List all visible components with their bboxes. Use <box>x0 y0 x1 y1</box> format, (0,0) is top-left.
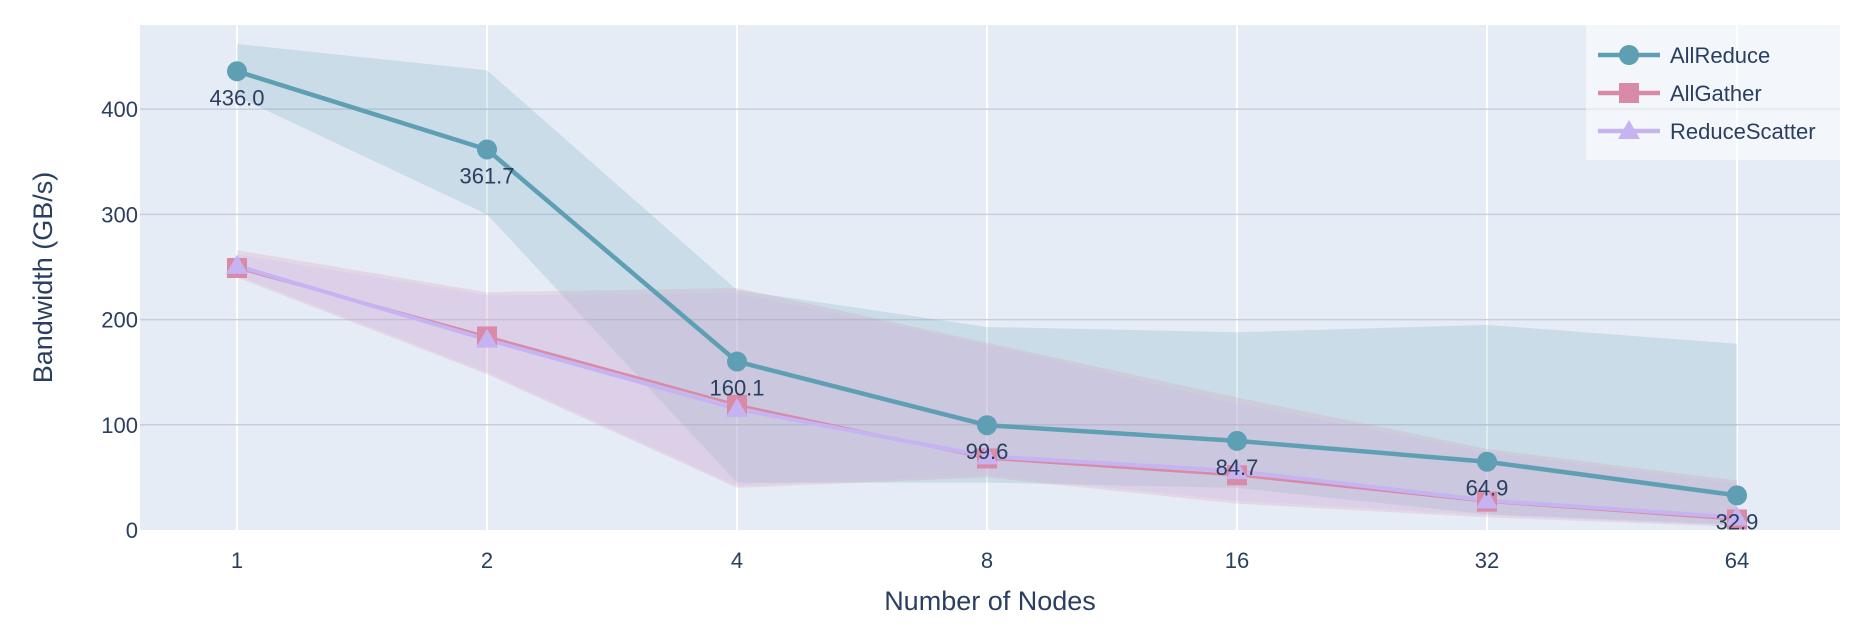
data-label: 160.1 <box>709 376 764 401</box>
y-tick-label: 200 <box>101 308 138 333</box>
point-allreduce <box>727 351 747 372</box>
point-reducescatter <box>476 328 498 348</box>
point-allreduce <box>1727 485 1747 506</box>
data-labels: 436.0 361.7 160.1 99.6 84.7 64.9 32.9 <box>209 85 1758 534</box>
data-label: 84.7 <box>1216 455 1259 480</box>
data-label: 361.7 <box>459 163 514 188</box>
x-axis-ticks: 1 2 4 8 16 32 64 <box>231 548 1749 573</box>
data-label: 99.6 <box>966 439 1009 464</box>
point-reducescatter <box>976 445 998 465</box>
x-tick-label: 4 <box>731 548 743 573</box>
series-markers <box>226 61 1748 530</box>
x-axis-title: Number of Nodes <box>884 586 1096 616</box>
y-tick-label: 0 <box>126 518 138 543</box>
y-axis-ticks: 0 100 200 300 400 <box>101 97 138 543</box>
point-reducescatter <box>1226 460 1248 480</box>
y-tick-label: 300 <box>101 202 138 227</box>
x-tick-label: 32 <box>1475 548 1499 573</box>
x-tick-label: 16 <box>1225 548 1249 573</box>
legend-item-reducescatter: ReduceScatter <box>1670 119 1816 144</box>
band-allgather <box>237 250 1737 527</box>
point-reducescatter <box>726 398 748 418</box>
point-reducescatter <box>226 254 248 274</box>
data-label: 436.0 <box>209 85 264 110</box>
y-axis-title: Bandwidth (GB/s) <box>28 172 58 384</box>
x-tick-label: 2 <box>481 548 493 573</box>
point-allreduce <box>977 415 997 436</box>
legend-item-allreduce: AllReduce <box>1670 43 1770 68</box>
legend[interactable]: AllReduce AllGather ReduceScatter <box>1586 25 1840 160</box>
confidence-bands <box>237 43 1737 527</box>
band-reducescatter <box>237 254 1737 526</box>
legend-swatch-marker <box>1619 83 1639 103</box>
x-tick-label: 64 <box>1725 548 1749 573</box>
point-allreduce <box>1227 430 1247 451</box>
point-reducescatter <box>1726 506 1748 526</box>
data-label: 32.9 <box>1716 509 1759 534</box>
point-allreduce <box>227 61 247 82</box>
data-label: 64.9 <box>1466 476 1509 501</box>
point-reducescatter <box>1476 489 1498 509</box>
y-tick-label: 400 <box>101 97 138 122</box>
legend-item-allgather: AllGather <box>1670 81 1762 106</box>
band-allreduce <box>237 43 1737 525</box>
y-tick-label: 100 <box>101 413 138 438</box>
x-tick-label: 1 <box>231 548 243 573</box>
legend-swatch-marker <box>1618 120 1640 139</box>
x-tick-label: 8 <box>981 548 993 573</box>
legend-swatch-marker <box>1619 45 1639 65</box>
point-allreduce <box>1477 451 1497 472</box>
point-allreduce <box>477 139 497 160</box>
